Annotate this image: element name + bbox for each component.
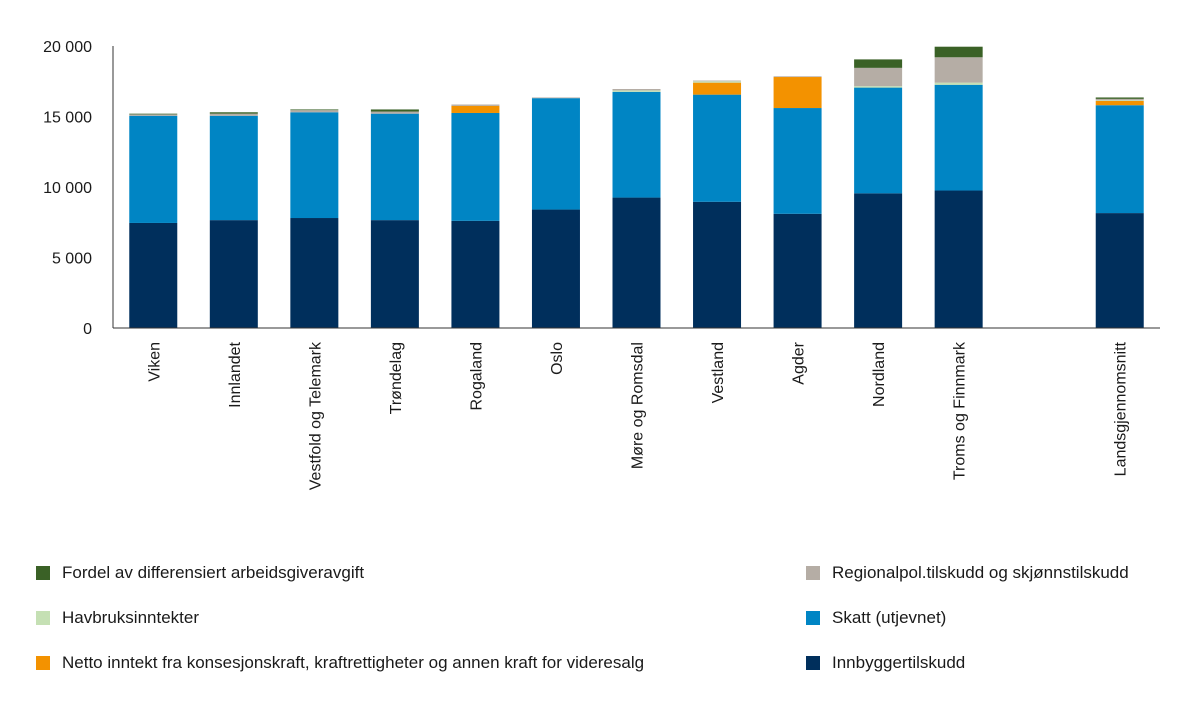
bar-segment bbox=[531, 98, 580, 210]
bar-segment bbox=[370, 111, 419, 114]
legend-label: Regionalpol.tilskudd og skjønnstilskudd bbox=[832, 563, 1129, 582]
x-tick-label: Trøndelag bbox=[388, 342, 405, 414]
legend-item-skatt: Skatt (utjevnet) bbox=[806, 608, 946, 628]
x-tick-label: Nordland bbox=[871, 342, 888, 407]
bar-segment bbox=[773, 213, 822, 328]
legend-label: Skatt (utjevnet) bbox=[832, 608, 947, 627]
bar-segment bbox=[773, 76, 822, 78]
bar-segment bbox=[370, 113, 419, 221]
bar-segment bbox=[612, 91, 661, 198]
bar-segment bbox=[934, 190, 983, 328]
x-tick-label: Viken bbox=[146, 342, 163, 382]
legend-label: Innbyggertilskudd bbox=[832, 653, 966, 672]
bar-segment bbox=[1095, 98, 1144, 101]
bar-segment bbox=[290, 109, 339, 111]
bar-segment bbox=[934, 82, 983, 85]
bar-segment bbox=[451, 104, 500, 106]
bar-segment bbox=[209, 220, 258, 328]
bar-segment bbox=[612, 90, 661, 92]
bar-segment bbox=[370, 220, 419, 328]
y-tick-label: 15 000 bbox=[43, 110, 92, 127]
bar-segment bbox=[854, 67, 903, 87]
bar-segment bbox=[290, 112, 339, 219]
bar-segment bbox=[1095, 100, 1144, 101]
x-tick-label: Innlandet bbox=[227, 341, 244, 407]
x-tick-label: Oslo bbox=[549, 342, 566, 375]
legend-swatch bbox=[806, 656, 820, 670]
bar-segment bbox=[129, 113, 178, 115]
bar-segment bbox=[290, 218, 339, 328]
legend-swatch bbox=[36, 656, 50, 670]
bar-segment bbox=[854, 86, 903, 88]
bar-segment bbox=[693, 94, 742, 202]
y-axis-ticks: 0 5 000 10 000 15 000 20 000 bbox=[43, 39, 92, 338]
x-tick-label: Landsgjennomsnitt bbox=[1113, 341, 1130, 476]
legend-item-arbeidsgiveravgift: Fordel av differensiert arbeidsgiveravgi… bbox=[36, 563, 364, 583]
bar-segment bbox=[854, 87, 903, 194]
bar-segment bbox=[129, 114, 178, 116]
legend-swatch bbox=[806, 611, 820, 625]
bar-segment bbox=[451, 220, 500, 328]
y-tick-label: 20 000 bbox=[43, 39, 92, 56]
bar-segment bbox=[451, 105, 500, 113]
bar-segment bbox=[854, 59, 903, 68]
y-tick-label: 5 000 bbox=[52, 251, 92, 268]
legend-label: Fordel av differensiert arbeidsgiveravgi… bbox=[62, 563, 365, 582]
y-tick-label: 10 000 bbox=[43, 180, 92, 197]
legend-label: Netto inntekt fra konsesjonskraft, kraft… bbox=[62, 653, 645, 672]
legend-swatch bbox=[806, 566, 820, 580]
bar-segment bbox=[773, 108, 822, 214]
bar-segment bbox=[612, 197, 661, 328]
bar-segment bbox=[209, 112, 258, 114]
bar-segment bbox=[934, 46, 983, 58]
x-tick-label: Møre og Romsdal bbox=[630, 342, 647, 469]
bar-segment bbox=[531, 97, 580, 99]
bar-segment bbox=[370, 109, 419, 112]
bar-segment bbox=[693, 201, 742, 328]
bar-segment bbox=[934, 84, 983, 191]
legend-swatch bbox=[36, 566, 50, 580]
bar-segment bbox=[1095, 213, 1144, 328]
x-tick-label: Vestfold og Telemark bbox=[307, 341, 324, 490]
bar-segment bbox=[129, 115, 178, 223]
bar-segment bbox=[693, 81, 742, 83]
bar-segment bbox=[934, 57, 983, 83]
legend-item-havbruk: Havbruksinntekter bbox=[36, 608, 199, 628]
y-tick-label: 0 bbox=[83, 321, 92, 338]
legend-item-regionalpol: Regionalpol.tilskudd og skjønnstilskudd bbox=[806, 563, 1129, 583]
bar-segment bbox=[612, 89, 661, 91]
bar-segment bbox=[773, 77, 822, 109]
bar-segment bbox=[290, 110, 339, 113]
bar-segment bbox=[693, 80, 742, 82]
x-tick-label: Agder bbox=[791, 341, 808, 384]
bar-segment bbox=[209, 113, 258, 116]
legend-item-innbyggertilskudd: Innbyggertilskudd bbox=[806, 653, 965, 673]
bar-segment bbox=[1095, 100, 1144, 106]
x-tick-label: Vestland bbox=[710, 342, 727, 403]
bar-segment bbox=[531, 209, 580, 328]
bar-segment bbox=[129, 222, 178, 328]
legend-item-konsesjonskraft: Netto inntekt fra konsesjonskraft, kraft… bbox=[36, 653, 644, 673]
bar-segment bbox=[209, 115, 258, 221]
legend-label: Havbruksinntekter bbox=[62, 608, 200, 627]
x-axis-ticks: Viken Innlandet Vestfold og Telemark Trønde… bbox=[146, 341, 1129, 490]
x-tick-label: Troms og Finnmark bbox=[952, 341, 969, 480]
x-tick-label: Rogaland bbox=[468, 342, 485, 411]
legend-swatch bbox=[36, 611, 50, 625]
bar-segment bbox=[1095, 105, 1144, 214]
bar-segment bbox=[1095, 97, 1144, 99]
bar-segment bbox=[451, 112, 500, 221]
bar-segment bbox=[693, 82, 742, 95]
bar-segments bbox=[129, 46, 1144, 328]
bar-segment bbox=[854, 193, 903, 328]
